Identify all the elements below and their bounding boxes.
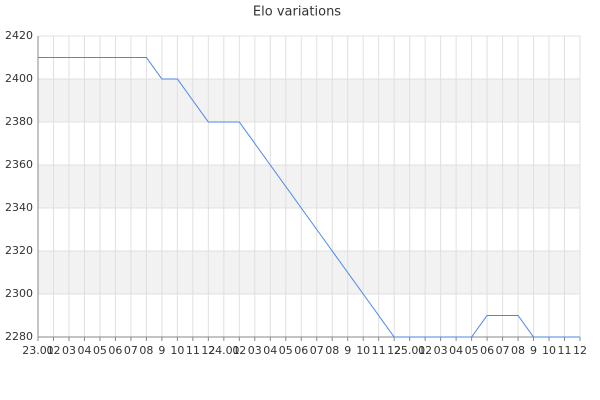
x-tick-label: 02	[46, 344, 60, 357]
x-tick-label: 06	[480, 344, 494, 357]
x-tick-label: 04	[77, 344, 91, 357]
x-tick-label: 03	[62, 344, 76, 357]
x-tick-label: 02	[232, 344, 246, 357]
x-tick-label: 11	[558, 344, 572, 357]
x-tick-label: 05	[93, 344, 107, 357]
x-tick-label: 07	[310, 344, 324, 357]
x-tick-label: 24.01	[208, 344, 240, 357]
y-tick-label: 2320	[5, 244, 33, 257]
x-tick-label: 25.01	[394, 344, 426, 357]
x-tick-label: 9	[530, 344, 537, 357]
x-tick-label: 05	[279, 344, 293, 357]
y-tick-label: 2340	[5, 201, 33, 214]
x-tick-label: 12	[387, 344, 401, 357]
x-tick-label: 11	[372, 344, 386, 357]
x-tick-label: 9	[344, 344, 351, 357]
x-tick-label: 06	[108, 344, 122, 357]
x-tick-label: 10	[170, 344, 184, 357]
data-line	[38, 57, 580, 338]
x-tick-label: 08	[511, 344, 525, 357]
chart-title: Elo variations	[253, 5, 341, 20]
y-tick-label: 2280	[5, 330, 33, 343]
x-tick-label: 08	[325, 344, 339, 357]
x-tick-label: 07	[124, 344, 138, 357]
x-tick-label: 04	[263, 344, 277, 357]
x-tick-label: 03	[434, 344, 448, 357]
x-tick-label: 02	[418, 344, 432, 357]
grid-band	[38, 79, 580, 122]
grid-band	[38, 251, 580, 294]
y-tick-label: 2300	[5, 287, 33, 300]
grid-band	[38, 165, 580, 208]
y-tick-label: 2380	[5, 115, 33, 128]
x-tick-label: 12	[573, 344, 587, 357]
x-tick-label: 04	[449, 344, 463, 357]
x-tick-label: 08	[139, 344, 153, 357]
y-tick-label: 2360	[5, 158, 33, 171]
x-tick-label: 10	[542, 344, 556, 357]
x-tick-label: 06	[294, 344, 308, 357]
x-tick-label: 07	[496, 344, 510, 357]
x-tick-label: 10	[356, 344, 370, 357]
x-tick-label: 23.01	[22, 344, 54, 357]
x-tick-label: 9	[158, 344, 165, 357]
x-tick-label: 03	[248, 344, 262, 357]
y-tick-label: 2420	[5, 29, 33, 42]
x-tick-label: 05	[465, 344, 479, 357]
y-tick-label: 2400	[5, 72, 33, 85]
x-tick-label: 12	[201, 344, 215, 357]
x-tick-label: 11	[186, 344, 200, 357]
